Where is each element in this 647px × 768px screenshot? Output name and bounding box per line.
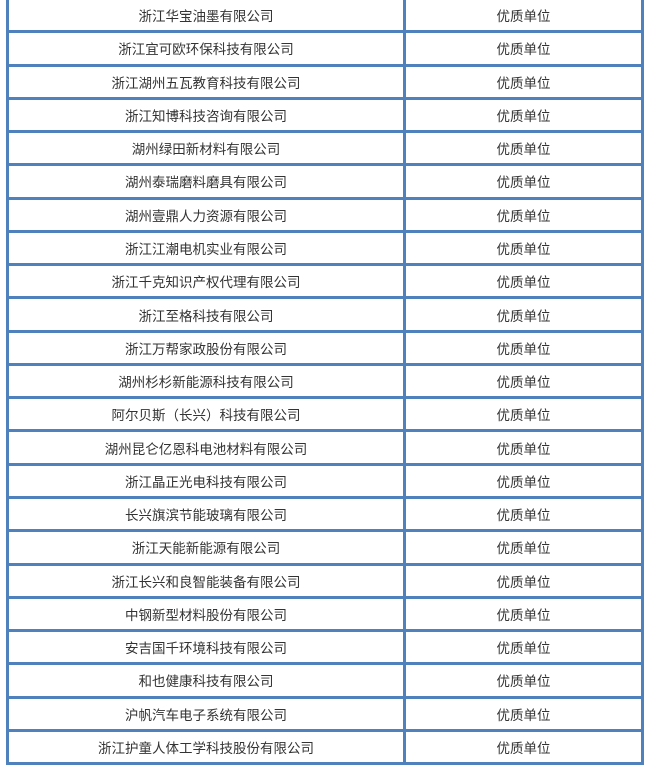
- award-cell: 优质单位: [496, 474, 551, 491]
- table-row: 浙江万帮家政股份有限公司 优质单位: [9, 332, 641, 366]
- company-name-cell: 安吉国千环境科技有限公司: [9, 632, 406, 663]
- award-cell: 优质单位: [496, 741, 551, 758]
- table-row: 浙江千克知识产权代理有限公司 优质单位: [9, 266, 641, 300]
- company-name-cell: 浙江江潮电机实业有限公司: [9, 232, 406, 264]
- company-award-table: 浙江华宝油墨有限公司 优质单位 浙江宜可欧环保科技有限公司 优质单位 浙江湖州五瓦教育科…: [6, 0, 644, 766]
- table-row: 湖州绿田新材料有限公司 优质单位: [9, 133, 641, 167]
- company-name-cell: 阿尔贝斯（长兴）科技有限公司: [9, 399, 406, 430]
- award-cell: 优质单位: [496, 9, 551, 26]
- company-name-cell: 浙江晶正光电科技有限公司: [9, 465, 406, 496]
- award-cell: 优质单位: [496, 607, 551, 624]
- table-row: 浙江至格科技有限公司 优质单位: [9, 299, 641, 333]
- company-name-cell: 浙江护童人体工学科技股份有限公司: [9, 731, 406, 763]
- company-name-cell: 浙江至格科技有限公司: [9, 299, 406, 330]
- award-cell: 优质单位: [496, 175, 551, 192]
- award-cell: 优质单位: [496, 641, 551, 658]
- table-row: 阿尔贝斯（长兴）科技有限公司 优质单位: [9, 399, 641, 433]
- award-cell: 优质单位: [496, 275, 551, 292]
- company-name-cell: 浙江华宝油墨有限公司: [9, 0, 406, 31]
- company-name-cell: 湖州昆仑亿恩科电池材料有限公司: [9, 432, 406, 463]
- company-name-cell: 沪帆汽车电子系统有限公司: [9, 698, 406, 729]
- award-cell: 优质单位: [496, 441, 551, 458]
- table-row: 湖州杉杉新能源科技有限公司 优质单位: [9, 365, 641, 400]
- table-row: 浙江知博科技咨询有限公司 优质单位: [9, 99, 641, 134]
- table-row: 浙江江潮电机实业有限公司 优质单位: [9, 232, 641, 267]
- table-row: 中钢新型材料股份有限公司 优质单位: [9, 598, 641, 633]
- award-cell: 优质单位: [496, 574, 551, 591]
- award-cell: 优质单位: [496, 674, 551, 691]
- table-row: 沪帆汽车电子系统有限公司 优质单位: [9, 698, 641, 732]
- table-row: 浙江护童人体工学科技股份有限公司 优质单位: [9, 731, 641, 766]
- table-row: 浙江长兴和良智能装备有限公司 优质单位: [9, 565, 641, 599]
- table-row: 湖州壹鼎人力资源有限公司 优质单位: [9, 199, 641, 233]
- award-cell: 优质单位: [496, 508, 551, 525]
- company-name-cell: 浙江天能新能源有限公司: [9, 532, 406, 563]
- table-row: 浙江湖州五瓦教育科技有限公司 优质单位: [9, 66, 641, 100]
- table-row: 浙江华宝油墨有限公司 优质单位: [9, 0, 641, 34]
- company-name-cell: 浙江湖州五瓦教育科技有限公司: [9, 66, 406, 97]
- award-cell: 优质单位: [496, 241, 551, 258]
- table-row: 浙江宜可欧环保科技有限公司 优质单位: [9, 33, 641, 67]
- award-cell: 优质单位: [496, 375, 551, 392]
- company-name-cell: 长兴旗滨节能玻璃有限公司: [9, 498, 406, 530]
- company-name-cell: 湖州泰瑞磨料磨具有限公司: [9, 166, 406, 197]
- table-row: 和也健康科技有限公司 优质单位: [9, 665, 641, 699]
- company-name-cell: 浙江宜可欧环保科技有限公司: [9, 33, 406, 64]
- award-cell: 优质单位: [496, 541, 551, 558]
- table-row: 湖州昆仑亿恩科电池材料有限公司 优质单位: [9, 432, 641, 466]
- company-name-cell: 中钢新型材料股份有限公司: [9, 598, 406, 630]
- award-cell: 优质单位: [496, 108, 551, 125]
- table-row: 安吉国千环境科技有限公司 优质单位: [9, 632, 641, 666]
- award-cell: 优质单位: [496, 308, 551, 325]
- table-row: 浙江天能新能源有限公司 优质单位: [9, 532, 641, 566]
- award-cell: 优质单位: [496, 75, 551, 92]
- award-cell: 优质单位: [496, 341, 551, 358]
- table-row: 浙江晶正光电科技有限公司 优质单位: [9, 465, 641, 499]
- company-name-cell: 和也健康科技有限公司: [9, 665, 406, 696]
- table-row: 湖州泰瑞磨料磨具有限公司 优质单位: [9, 166, 641, 200]
- company-name-cell: 浙江知博科技咨询有限公司: [9, 99, 406, 131]
- company-name-cell: 浙江万帮家政股份有限公司: [9, 332, 406, 363]
- award-cell: 优质单位: [496, 42, 551, 59]
- table-row: 长兴旗滨节能玻璃有限公司 优质单位: [9, 498, 641, 533]
- award-cell: 优质单位: [496, 208, 551, 225]
- company-name-cell: 湖州杉杉新能源科技有限公司: [9, 365, 406, 397]
- company-name-cell: 湖州绿田新材料有限公司: [9, 133, 406, 164]
- award-cell: 优质单位: [496, 408, 551, 425]
- company-name-cell: 浙江长兴和良智能装备有限公司: [9, 565, 406, 596]
- award-cell: 优质单位: [496, 142, 551, 159]
- company-name-cell: 浙江千克知识产权代理有限公司: [9, 266, 406, 297]
- award-cell: 优质单位: [496, 707, 551, 724]
- company-name-cell: 湖州壹鼎人力资源有限公司: [9, 199, 406, 230]
